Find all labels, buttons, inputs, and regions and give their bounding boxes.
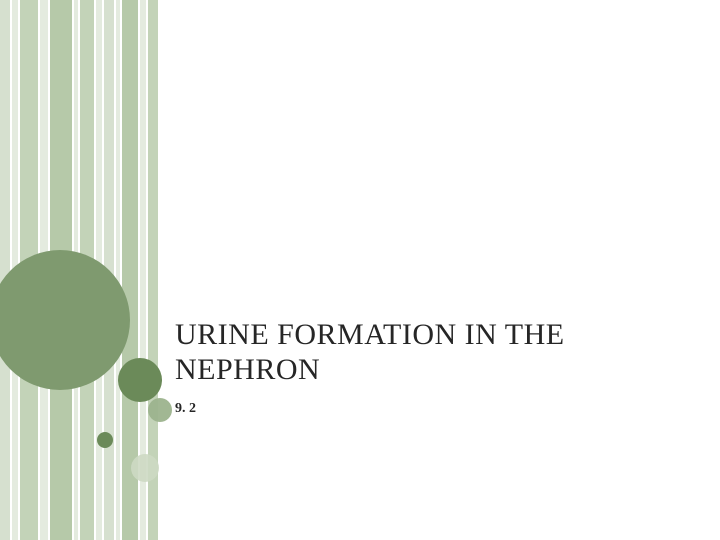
stripe xyxy=(80,0,94,540)
stripe xyxy=(50,0,72,540)
stripe xyxy=(140,0,146,540)
stripe xyxy=(148,0,158,540)
stripe xyxy=(0,0,10,540)
decorative-stripes xyxy=(0,0,165,540)
stripe xyxy=(116,0,120,540)
stripe xyxy=(104,0,114,540)
stripe xyxy=(12,0,18,540)
stripe xyxy=(96,0,102,540)
stripe xyxy=(74,0,78,540)
slide-subtitle: 9. 2 xyxy=(175,401,695,417)
stripe xyxy=(40,0,48,540)
slide-title: URINE FORMATION IN THE NEPHRON xyxy=(175,318,695,387)
stripe xyxy=(122,0,138,540)
slide-content: URINE FORMATION IN THE NEPHRON 9. 2 xyxy=(175,318,695,417)
stripe xyxy=(20,0,38,540)
